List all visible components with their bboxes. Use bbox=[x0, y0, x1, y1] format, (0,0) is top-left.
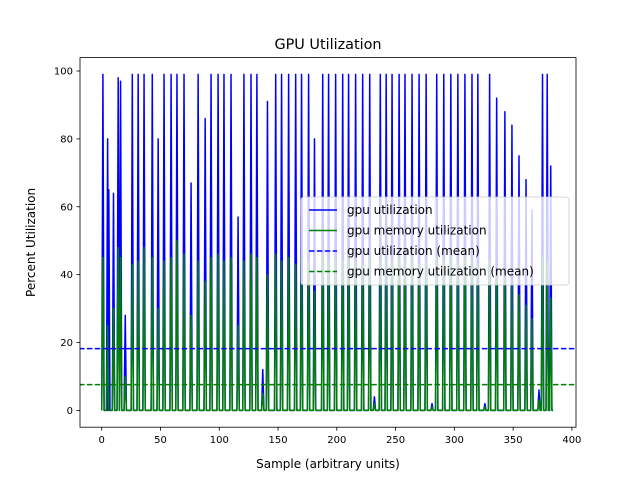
x-tick-label: 150 bbox=[269, 435, 288, 446]
x-tick-label: 300 bbox=[445, 435, 464, 446]
y-tick-label: 60 bbox=[60, 202, 73, 213]
chart-title: GPU Utilization bbox=[274, 37, 381, 53]
x-tick-label: 0 bbox=[99, 435, 105, 446]
axes-frame bbox=[79, 57, 577, 428]
x-tick-label: 250 bbox=[386, 435, 405, 446]
series-line-1 bbox=[100, 239, 554, 412]
axes-layer: 0 50 100 150 200 250 300 350 400 0 20 40 60 80 100 bbox=[54, 57, 581, 446]
x-tick-label: 350 bbox=[504, 435, 523, 446]
y-tick-label: 80 bbox=[60, 134, 73, 145]
x-tick-label: 400 bbox=[562, 435, 581, 446]
legend: gpu utilization gpu memory utilization gpu… bbox=[300, 196, 570, 286]
y-tick-label: 40 bbox=[60, 270, 73, 281]
series-layer bbox=[80, 73, 576, 412]
x-tick-label: 200 bbox=[327, 435, 346, 446]
legend-label-3: gpu memory utilization (mean) bbox=[347, 265, 534, 279]
y-tick-label: 20 bbox=[60, 338, 73, 349]
y-axis-label: Percent Utilization bbox=[24, 188, 38, 297]
x-tick-label: 50 bbox=[154, 435, 167, 446]
y-tick-label: 0 bbox=[67, 406, 73, 417]
legend-box bbox=[300, 196, 570, 286]
legend-label-0: gpu utilization bbox=[347, 203, 433, 217]
y-tick-label: 100 bbox=[54, 67, 73, 78]
legend-label-1: gpu memory utilization bbox=[347, 224, 487, 238]
legend-label-2: gpu utilization (mean) bbox=[347, 244, 480, 258]
x-tick-label: 100 bbox=[210, 435, 229, 446]
x-axis-label: Sample (arbitrary units) bbox=[256, 457, 400, 471]
